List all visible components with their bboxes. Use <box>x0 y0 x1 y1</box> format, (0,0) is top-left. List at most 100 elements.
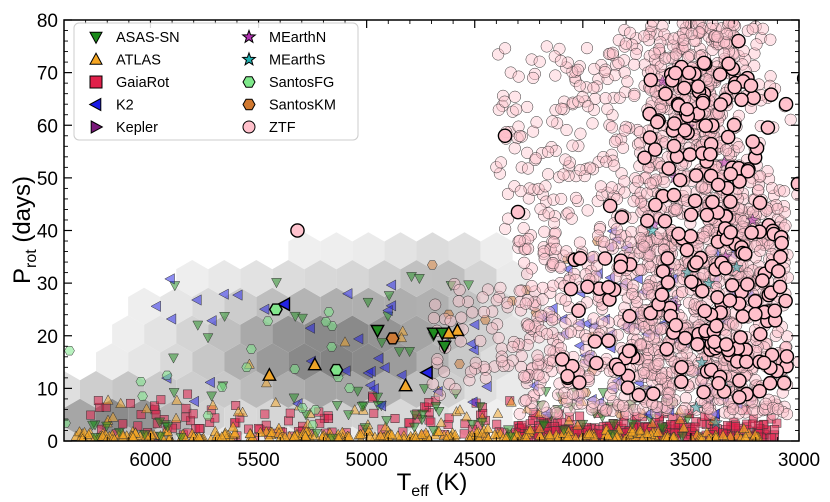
data-point-asas-sn <box>101 421 112 432</box>
data-point-ztf <box>653 42 666 55</box>
highlight-point-ztf <box>649 114 665 130</box>
data-point-ztf <box>756 404 770 417</box>
highlight-point-ztf <box>698 118 714 133</box>
data-point-k2 <box>562 263 573 275</box>
legend-label-gaiarot: GaiaRot <box>116 75 169 91</box>
data-point-ztf <box>605 239 618 252</box>
data-point-ztf <box>784 113 797 126</box>
data-point-asas-sn <box>413 274 425 285</box>
data-point-ztf <box>479 372 492 385</box>
highlight-point-ztf <box>290 223 305 238</box>
data-point-ztf <box>544 286 557 299</box>
data-point-k2 <box>468 319 480 331</box>
data-point-k2 <box>633 377 644 389</box>
y-tick-label: 30 <box>37 274 58 295</box>
density-hex-cell <box>272 315 305 353</box>
data-point-atlas <box>386 429 398 440</box>
highlight-point-ztf <box>707 334 722 350</box>
highlight-point-santoskm <box>385 332 400 345</box>
highlight-point-ztf <box>666 116 682 131</box>
data-point-asas-sn <box>155 431 167 441</box>
data-point-ztf <box>569 65 582 78</box>
data-point-ztf <box>508 180 521 193</box>
data-point-ztf <box>663 387 676 400</box>
data-point-ztf <box>534 309 547 322</box>
data-point-mearths <box>645 223 660 237</box>
highlight-point-ztf <box>648 197 663 213</box>
y-tick-label: 40 <box>37 222 58 243</box>
data-point-atlas <box>110 433 119 441</box>
data-point-ztf <box>575 397 588 410</box>
data-point-ztf <box>499 42 512 55</box>
data-point-ztf <box>521 146 534 159</box>
data-point-ztf <box>554 54 567 67</box>
data-point-gaiarot <box>492 419 502 429</box>
data-point-asas-sn <box>175 433 187 441</box>
highlight-point-ztf <box>677 80 692 96</box>
data-point-asas-sn <box>154 417 166 428</box>
legend-marker-kepler <box>90 120 104 134</box>
highlight-point-ztf <box>683 228 699 244</box>
data-point-ztf <box>676 405 689 418</box>
y-tick-label: 10 <box>37 379 58 400</box>
x-axis-title-unit: (K) <box>429 469 468 496</box>
data-point-ztf <box>618 23 631 37</box>
data-point-ztf <box>652 354 665 367</box>
data-point-ztf <box>595 59 608 72</box>
data-point-k2 <box>150 300 161 312</box>
data-point-asas-sn <box>289 311 301 323</box>
data-point-atlas <box>102 394 114 405</box>
highlight-point-ztf <box>718 337 734 352</box>
data-point-ztf <box>608 135 622 148</box>
density-hex-cell <box>192 343 225 381</box>
data-point-ztf <box>610 223 623 236</box>
data-point-ztf <box>515 161 528 174</box>
legend-marker-asas-sn <box>89 31 103 45</box>
highlight-point-ztf <box>647 142 663 157</box>
data-point-ztf <box>529 152 542 165</box>
data-point-k2 <box>188 395 199 408</box>
data-point-ztf <box>773 184 786 197</box>
data-point-ztf <box>621 75 634 88</box>
highlight-point-ztf <box>734 92 749 108</box>
data-point-atlas <box>738 422 750 433</box>
highlight-point-ztf <box>710 290 725 305</box>
density-hex-cell <box>464 260 497 297</box>
data-point-asas-sn <box>202 333 214 344</box>
highlight-point-asas-sn <box>370 324 385 339</box>
density-hex-cell <box>336 260 369 297</box>
data-point-atlas <box>396 331 407 343</box>
data-point-ztf <box>521 294 534 307</box>
density-hex-cell <box>32 399 64 436</box>
data-point-ztf <box>476 291 489 304</box>
highlight-point-ztf <box>723 194 738 209</box>
data-point-ztf <box>652 357 665 370</box>
data-point-atlas <box>260 377 272 388</box>
data-point-gaiarot <box>766 433 776 441</box>
data-point-asas-sn <box>271 278 282 289</box>
data-point-atlas <box>207 399 219 410</box>
density-hex-cell <box>128 287 161 325</box>
data-point-ztf <box>587 396 600 409</box>
data-point-ztf <box>564 325 578 339</box>
legend-marker-gaiarot <box>89 75 103 89</box>
density-hex-cell <box>128 343 161 381</box>
data-point-gaiarot <box>150 401 159 411</box>
highlight-point-ztf <box>705 194 720 210</box>
data-point-ztf <box>515 130 528 143</box>
highlight-point-ztf <box>773 249 788 265</box>
highlight-point-ztf <box>601 279 616 295</box>
data-point-asas-sn <box>352 386 364 397</box>
data-point-ztf <box>735 203 748 216</box>
data-point-atlas <box>442 433 451 441</box>
data-point-ztf <box>573 236 586 249</box>
data-point-atlas <box>115 397 127 408</box>
data-point-gaiarot <box>284 416 293 426</box>
legend-label-santoskm: SantosKM <box>269 98 336 114</box>
density-hex-cell <box>240 260 273 297</box>
data-point-ztf <box>427 312 440 325</box>
data-point-asas-sn <box>608 419 620 430</box>
legend-label-atlas: ATLAS <box>116 53 161 69</box>
data-point-ztf <box>559 153 572 166</box>
data-point-asas-sn <box>430 401 442 413</box>
